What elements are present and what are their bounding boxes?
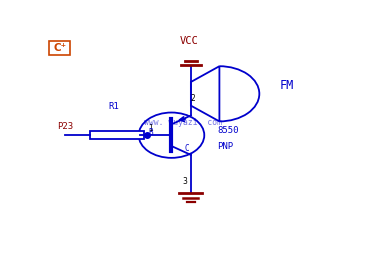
Bar bbox=[90, 131, 144, 139]
Text: PNP: PNP bbox=[217, 142, 233, 151]
Text: 8550: 8550 bbox=[217, 126, 238, 135]
Bar bbox=[49, 41, 70, 55]
Text: FM: FM bbox=[280, 79, 294, 92]
Text: 1: 1 bbox=[148, 124, 152, 133]
Text: 3: 3 bbox=[183, 177, 188, 186]
Text: VCC: VCC bbox=[179, 37, 198, 47]
Text: C⁺: C⁺ bbox=[53, 43, 66, 53]
Text: P23: P23 bbox=[57, 122, 74, 131]
Text: R1: R1 bbox=[109, 102, 120, 111]
Text: 2: 2 bbox=[190, 94, 195, 103]
Text: C: C bbox=[184, 144, 189, 153]
Text: www. wuyazi. com: www. wuyazi. com bbox=[144, 118, 222, 127]
Text: B: B bbox=[148, 128, 153, 137]
